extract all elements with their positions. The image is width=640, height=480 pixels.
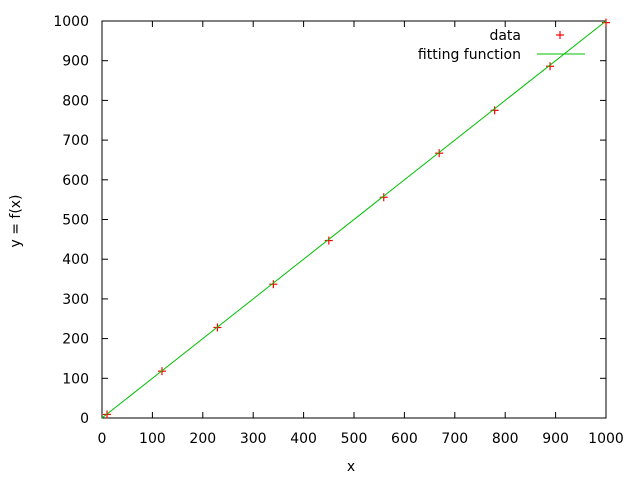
y-tick-label: 1000	[53, 14, 89, 30]
x-tick-label: 600	[391, 431, 418, 447]
legend-label: data	[489, 28, 521, 44]
y-tick-label: 800	[62, 93, 89, 109]
data-point	[379, 193, 388, 202]
y-tick-label: 700	[62, 133, 89, 149]
data-point	[435, 149, 444, 158]
x-tick-label: 0	[98, 431, 107, 447]
series-layer	[101, 18, 610, 419]
y-tick-label: 600	[62, 173, 89, 189]
data-point	[269, 280, 278, 289]
y-tick-label: 400	[62, 252, 89, 268]
data-point	[324, 236, 333, 245]
x-tick-label: 900	[542, 431, 569, 447]
y-tick-label: 900	[62, 54, 89, 70]
y-tick-label: 0	[80, 411, 89, 427]
x-tick-label: 700	[441, 431, 468, 447]
fit-line	[101, 20, 607, 419]
ticks: 0 100 200 300 400 500 600 700 800 900 1000 0 100 200 3…	[53, 14, 623, 447]
y-tick-label: 100	[62, 371, 89, 387]
legend-label: fitting function	[418, 47, 521, 63]
x-axis-label: x	[347, 459, 355, 475]
legend-marker-swatch	[556, 31, 564, 39]
legend: data fitting function	[418, 28, 585, 63]
x-tick-label: 1000	[588, 431, 624, 447]
x-tick-label: 500	[341, 431, 368, 447]
x-tick-label: 400	[290, 431, 317, 447]
x-tick-label: 200	[189, 431, 216, 447]
y-tick-label: 500	[62, 213, 89, 229]
x-tick-label: 800	[492, 431, 519, 447]
y-tick-label: 200	[62, 332, 89, 348]
y-axis-label: y = f(x)	[8, 194, 24, 247]
x-tick-label: 100	[139, 431, 166, 447]
x-tick-label: 300	[240, 431, 267, 447]
data-point	[546, 62, 555, 71]
y-tick-label: 300	[62, 292, 89, 308]
